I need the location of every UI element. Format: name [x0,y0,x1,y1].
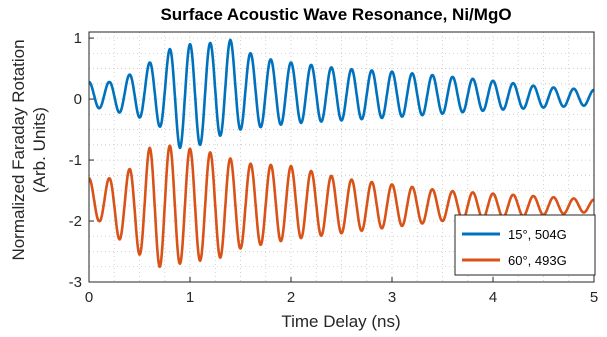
y-tick-label: 0 [74,91,82,108]
series-line-1 [88,38,595,150]
legend-label-series-1: 15°, 504G [508,227,567,242]
y-tick-label: 1 [74,30,82,47]
plot-frame [88,31,595,283]
series-line-2 [88,144,595,269]
y-axis-label-group: Normalized Faraday Rotation (Arb. Units) [9,39,49,260]
legend-label-series-2: 60°, 493G [508,253,567,268]
x-axis-label: Time Delay (ns) [281,312,400,331]
x-tick-label: 2 [287,289,295,306]
chart-title: Surface Acoustic Wave Resonance, Ni/MgO [160,5,511,24]
x-tick-label: 5 [590,289,598,306]
ticks: 0 1 2 3 4 5 -3 -2 -1 0 1 [69,30,599,306]
x-tick-label: 3 [388,289,396,306]
y-axis-label-line1: Normalized Faraday Rotation [9,39,28,260]
x-tick-label: 1 [186,289,194,306]
y-axis-label-line2: (Arb. Units) [30,107,49,193]
x-tick-label: 0 [85,289,93,306]
y-tick-label: -1 [69,152,82,169]
x-tick-label: 4 [489,289,497,306]
legend-box [454,214,596,276]
plot-series [88,38,595,269]
y-tick-label: -3 [69,274,82,291]
legend: 15°, 504G 60°, 493G [454,214,596,276]
y-tick-label: -2 [69,213,82,230]
